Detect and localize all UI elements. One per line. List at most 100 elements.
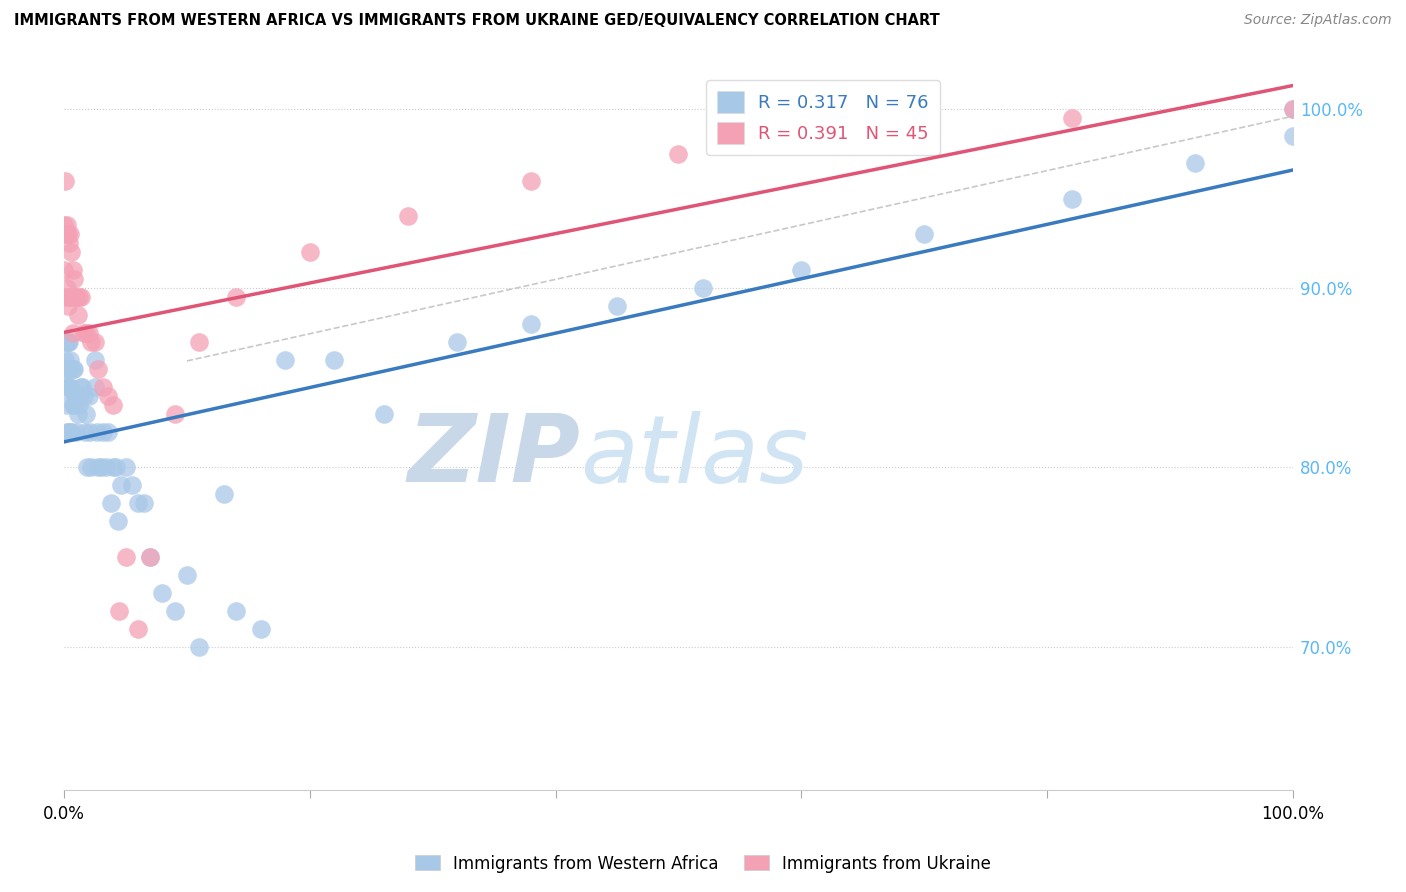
- Point: [132, 496, 155, 510]
- Point: [63, 362, 86, 376]
- Point: [1282, 128, 1305, 143]
- Point: [62, 398, 84, 412]
- Point: [65, 290, 87, 304]
- Point: [97, 425, 120, 439]
- Point: [53, 227, 76, 242]
- Point: [249, 622, 271, 636]
- Point: [127, 496, 149, 510]
- Point: [55, 219, 77, 233]
- Legend: Immigrants from Western Africa, Immigrants from Ukraine: Immigrants from Western Africa, Immigran…: [408, 848, 998, 880]
- Point: [58, 380, 80, 394]
- Point: [188, 640, 211, 654]
- Point: [1184, 155, 1206, 169]
- Point: [53, 380, 76, 394]
- Point: [852, 128, 875, 143]
- Point: [163, 407, 186, 421]
- Point: [90, 460, 112, 475]
- Point: [59, 425, 82, 439]
- Point: [75, 407, 97, 421]
- Point: [1060, 192, 1083, 206]
- Point: [58, 290, 80, 304]
- Point: [121, 478, 143, 492]
- Point: [1282, 102, 1305, 116]
- Point: [87, 362, 110, 376]
- Point: [56, 227, 79, 242]
- Point: [73, 326, 96, 340]
- Point: [83, 380, 105, 394]
- Point: [55, 398, 77, 412]
- Point: [446, 334, 468, 349]
- Point: [100, 496, 122, 510]
- Text: ZIP: ZIP: [408, 410, 581, 502]
- Point: [1282, 102, 1305, 116]
- Point: [60, 362, 83, 376]
- Text: atlas: atlas: [581, 410, 808, 501]
- Point: [1060, 111, 1083, 125]
- Point: [114, 550, 136, 565]
- Point: [103, 460, 125, 475]
- Point: [75, 326, 97, 340]
- Point: [80, 460, 103, 475]
- Point: [73, 425, 96, 439]
- Point: [55, 281, 77, 295]
- Point: [53, 290, 76, 304]
- Point: [59, 290, 82, 304]
- Point: [53, 173, 76, 187]
- Point: [67, 398, 90, 412]
- Point: [127, 622, 149, 636]
- Point: [396, 210, 419, 224]
- Point: [58, 236, 80, 251]
- Point: [56, 334, 79, 349]
- Point: [66, 407, 89, 421]
- Point: [53, 263, 76, 277]
- Point: [63, 398, 86, 412]
- Point: [77, 389, 100, 403]
- Point: [70, 290, 93, 304]
- Point: [225, 290, 247, 304]
- Point: [60, 245, 83, 260]
- Point: [108, 604, 131, 618]
- Point: [65, 389, 87, 403]
- Point: [114, 460, 136, 475]
- Point: [56, 425, 79, 439]
- Point: [150, 586, 173, 600]
- Text: Source: ZipAtlas.com: Source: ZipAtlas.com: [1244, 13, 1392, 28]
- Point: [67, 290, 90, 304]
- Point: [53, 219, 76, 233]
- Point: [110, 478, 132, 492]
- Point: [83, 352, 105, 367]
- Point: [63, 290, 86, 304]
- Point: [373, 407, 395, 421]
- Point: [139, 550, 162, 565]
- Point: [520, 317, 543, 331]
- Point: [298, 245, 321, 260]
- Point: [163, 604, 186, 618]
- Point: [58, 334, 80, 349]
- Point: [72, 380, 94, 394]
- Point: [107, 514, 129, 528]
- Point: [93, 380, 115, 394]
- Point: [53, 352, 76, 367]
- Point: [73, 389, 96, 403]
- Point: [520, 173, 543, 187]
- Point: [274, 352, 297, 367]
- Point: [188, 334, 211, 349]
- Point: [55, 362, 77, 376]
- Point: [56, 299, 79, 313]
- Point: [790, 263, 813, 277]
- Point: [912, 227, 935, 242]
- Point: [606, 299, 628, 313]
- Point: [93, 425, 115, 439]
- Point: [56, 380, 79, 394]
- Point: [225, 604, 247, 618]
- Point: [103, 398, 125, 412]
- Point: [97, 389, 120, 403]
- Point: [56, 362, 79, 376]
- Point: [212, 487, 235, 501]
- Point: [60, 425, 83, 439]
- Point: [59, 380, 82, 394]
- Point: [69, 389, 91, 403]
- Point: [80, 334, 103, 349]
- Point: [668, 146, 690, 161]
- Point: [59, 227, 82, 242]
